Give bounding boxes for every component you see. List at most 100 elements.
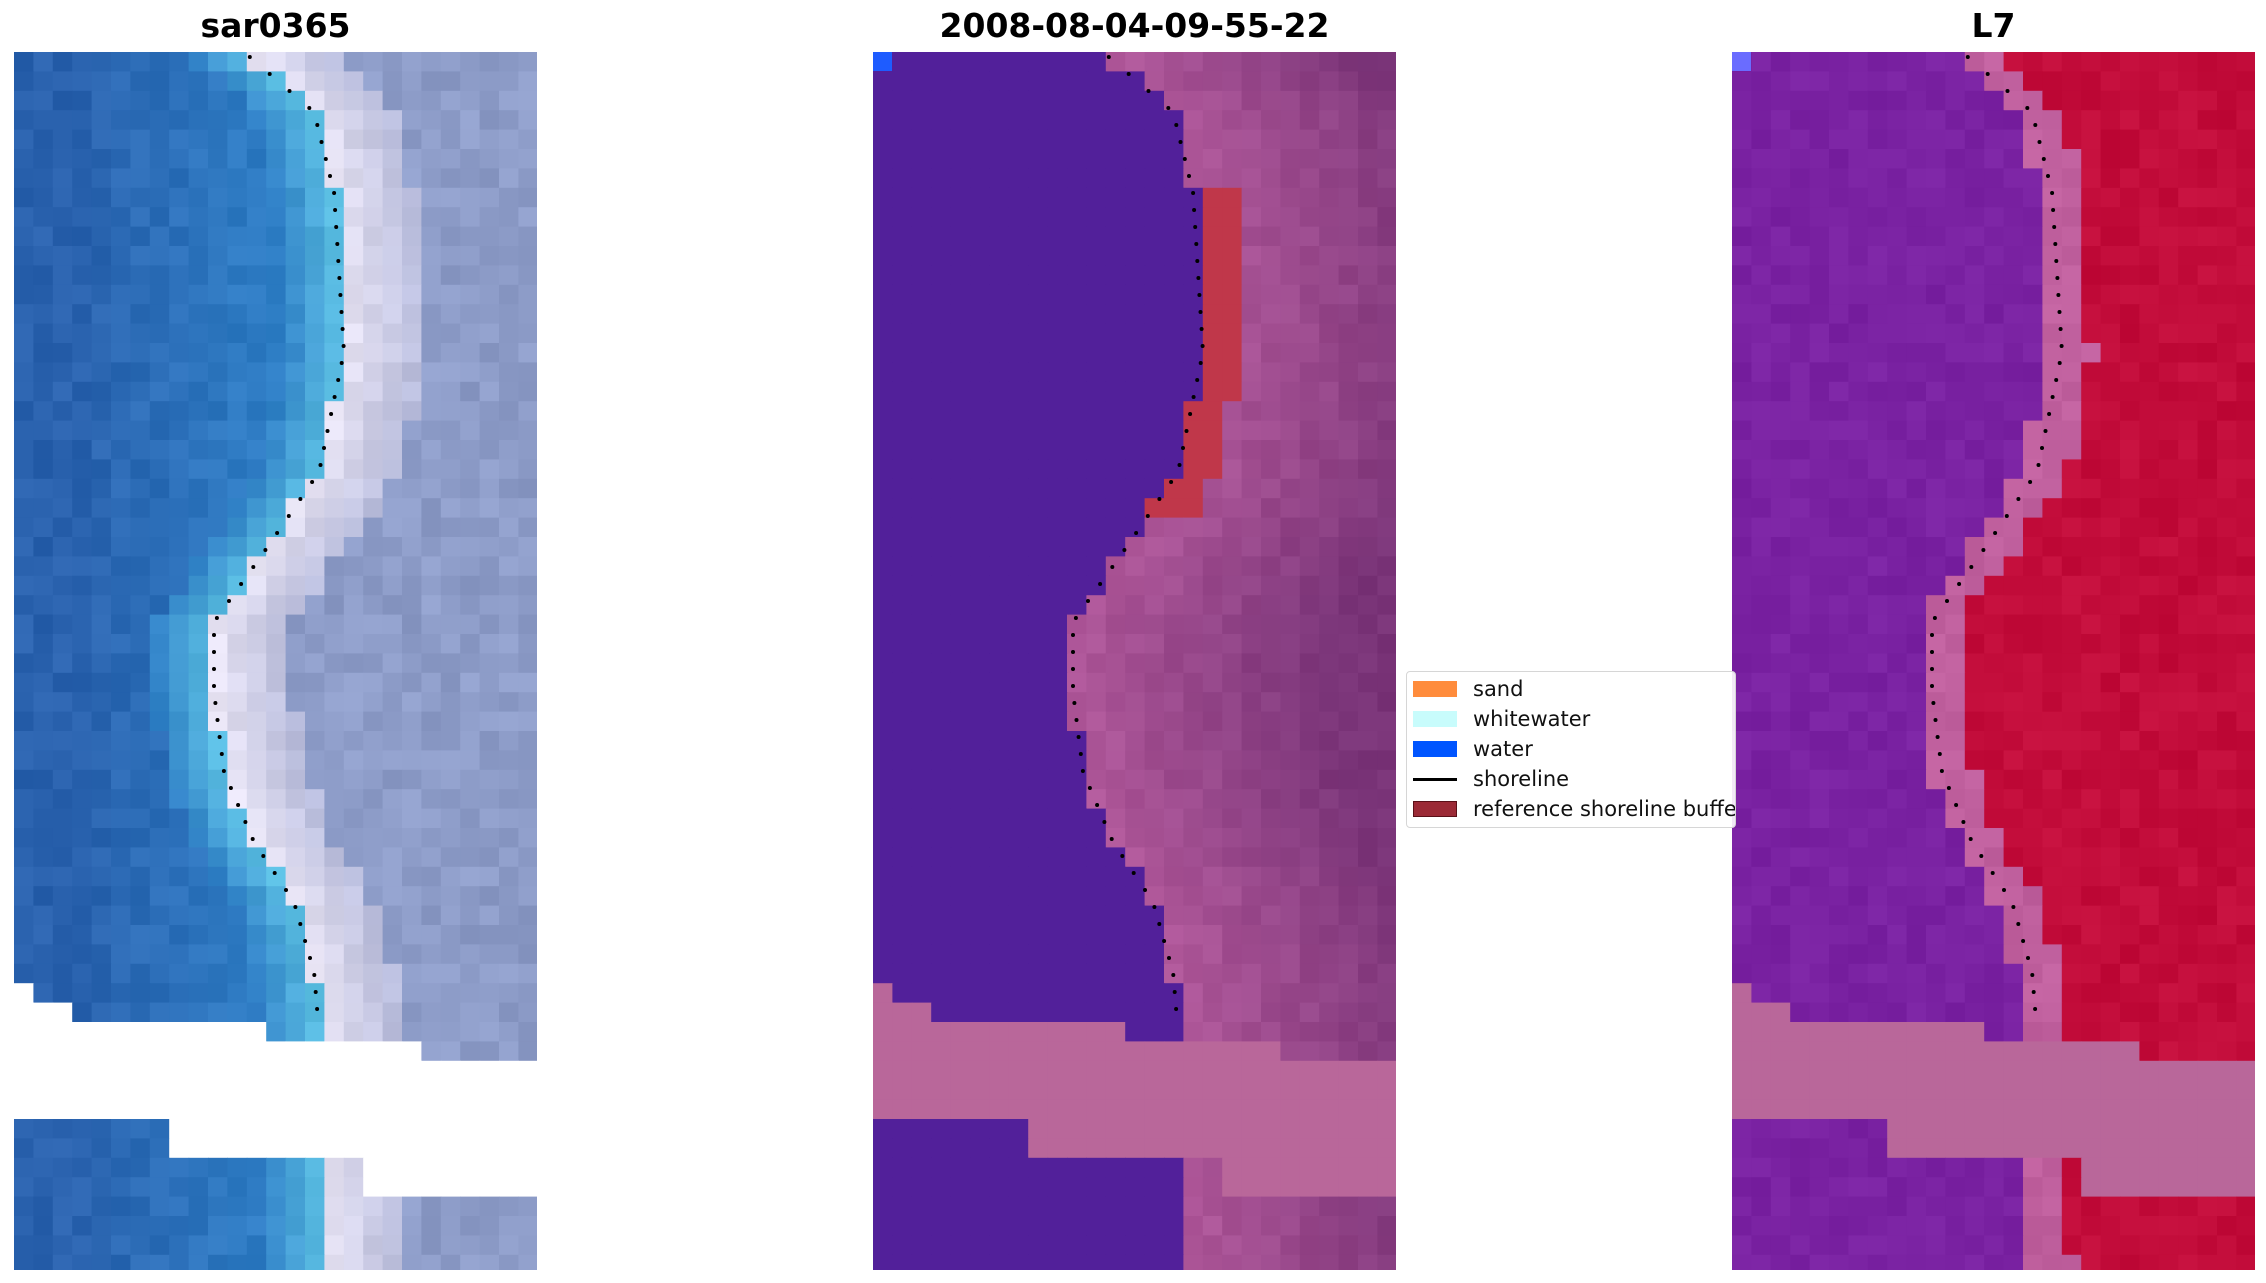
shoreline-point bbox=[2050, 395, 2055, 399]
shoreline-point bbox=[298, 922, 303, 926]
shoreline-point bbox=[1957, 582, 1962, 586]
shoreline-point bbox=[1981, 548, 1986, 552]
shoreline-point bbox=[215, 718, 220, 722]
shoreline-point bbox=[2056, 293, 2061, 297]
shoreline-point bbox=[1195, 378, 1200, 382]
shoreline-point bbox=[2054, 259, 2059, 263]
shoreline-point bbox=[2004, 514, 2009, 518]
shoreline-point bbox=[1969, 565, 1974, 569]
shoreline-point bbox=[2047, 412, 2052, 416]
shoreline-point bbox=[1071, 684, 1075, 688]
shoreline-point bbox=[1146, 89, 1151, 93]
shoreline-point bbox=[318, 463, 323, 467]
shoreline-point bbox=[275, 531, 280, 535]
shoreline-point bbox=[236, 803, 241, 807]
shoreline-point bbox=[250, 837, 255, 841]
corner-pixel bbox=[1732, 52, 1751, 71]
shoreline-point bbox=[1109, 837, 1114, 841]
legend-item-sand: sand bbox=[1413, 675, 1523, 703]
shoreline-point bbox=[1072, 701, 1077, 705]
shoreline-point bbox=[2021, 939, 2026, 943]
classified-image bbox=[873, 52, 1396, 1270]
shoreline-point bbox=[1131, 871, 1136, 875]
shoreline-point bbox=[1979, 854, 1984, 858]
shoreline-point bbox=[263, 548, 268, 552]
shoreline-point bbox=[2053, 242, 2058, 246]
shoreline-point bbox=[228, 786, 233, 790]
shoreline-point bbox=[2016, 497, 2021, 501]
shoreline-point bbox=[217, 735, 222, 739]
shoreline-point bbox=[1152, 905, 1157, 909]
shoreline-point bbox=[239, 582, 244, 586]
shoreline-point bbox=[1933, 718, 1938, 722]
shoreline-point bbox=[213, 701, 218, 705]
shoreline-point bbox=[337, 276, 342, 280]
shoreline-point bbox=[1181, 446, 1185, 450]
shoreline-point bbox=[2055, 276, 2060, 280]
legend-item-water: water bbox=[1413, 735, 1533, 763]
shoreline-point bbox=[2033, 123, 2038, 127]
legend-item-whitewater: whitewater bbox=[1413, 705, 1590, 733]
shoreline-point bbox=[308, 956, 312, 960]
sand-swatch bbox=[1413, 681, 1457, 697]
shoreline-point bbox=[329, 412, 334, 416]
shoreline-point bbox=[219, 752, 224, 756]
shoreline-point bbox=[1197, 293, 1202, 297]
shoreline-point bbox=[1961, 820, 1966, 824]
shoreline-point bbox=[336, 259, 341, 263]
shoreline-point bbox=[1076, 735, 1081, 739]
legend-label-water: water bbox=[1473, 737, 1533, 761]
shoreline-point bbox=[310, 480, 315, 484]
shoreline-dots bbox=[1930, 55, 2064, 1011]
legend-item-reference-buffer: reference shoreline buffer bbox=[1413, 795, 1735, 823]
shoreline-point bbox=[1102, 820, 1107, 824]
shoreline-point bbox=[339, 310, 344, 314]
shoreline-point bbox=[1071, 650, 1075, 654]
shoreline-point bbox=[1174, 123, 1179, 127]
shoreline-point bbox=[1169, 480, 1174, 484]
shoreline-point bbox=[1930, 633, 1934, 637]
corner-pixel bbox=[873, 52, 892, 71]
shoreline-point bbox=[1930, 684, 1934, 688]
shoreline-point bbox=[1145, 514, 1150, 518]
shoreline-point bbox=[1192, 208, 1197, 212]
shoreline-point bbox=[307, 106, 312, 110]
shoreline-point bbox=[247, 55, 252, 59]
shoreline-point bbox=[1167, 956, 1171, 960]
shoreline-point bbox=[251, 565, 256, 569]
shoreline-point bbox=[286, 514, 291, 518]
shoreline-dots bbox=[212, 55, 346, 1011]
shoreline-point bbox=[1120, 854, 1125, 858]
shoreline-point bbox=[1095, 803, 1100, 807]
shoreline-point bbox=[272, 871, 277, 875]
shoreline-point bbox=[338, 293, 343, 297]
shoreline-point bbox=[1196, 276, 1201, 280]
shoreline-point bbox=[1098, 582, 1103, 586]
shoreline-point bbox=[313, 990, 318, 994]
shoreline-point bbox=[1087, 786, 1092, 790]
shoreline-point bbox=[1930, 667, 1934, 671]
shoreline-point bbox=[312, 973, 317, 977]
shoreline-point bbox=[1074, 718, 1079, 722]
shoreline-point bbox=[315, 123, 320, 127]
shoreline-point bbox=[336, 378, 341, 382]
shoreline-point bbox=[1086, 599, 1090, 603]
shoreline-point bbox=[333, 208, 338, 212]
shoreline-point bbox=[2046, 174, 2050, 178]
shoreline-point bbox=[1935, 735, 1940, 739]
shoreline-point bbox=[1166, 106, 1171, 110]
shoreline-point bbox=[1930, 650, 1934, 654]
shoreline-point bbox=[1946, 786, 1951, 790]
shoreline-point bbox=[1198, 361, 1203, 365]
shoreline-point bbox=[1993, 531, 1998, 535]
shoreline-point bbox=[322, 446, 326, 450]
shoreline-point bbox=[2005, 89, 2010, 93]
shoreline-point bbox=[2036, 463, 2041, 467]
shoreline-point bbox=[284, 888, 288, 892]
shoreline-point bbox=[2040, 446, 2044, 450]
shoreline-point bbox=[1073, 616, 1078, 620]
shoreline-point bbox=[243, 820, 248, 824]
legend-item-shoreline: shoreline bbox=[1413, 765, 1569, 793]
legend: sand whitewater water shoreline referenc… bbox=[1406, 671, 1736, 828]
shoreline-point bbox=[2025, 106, 2030, 110]
